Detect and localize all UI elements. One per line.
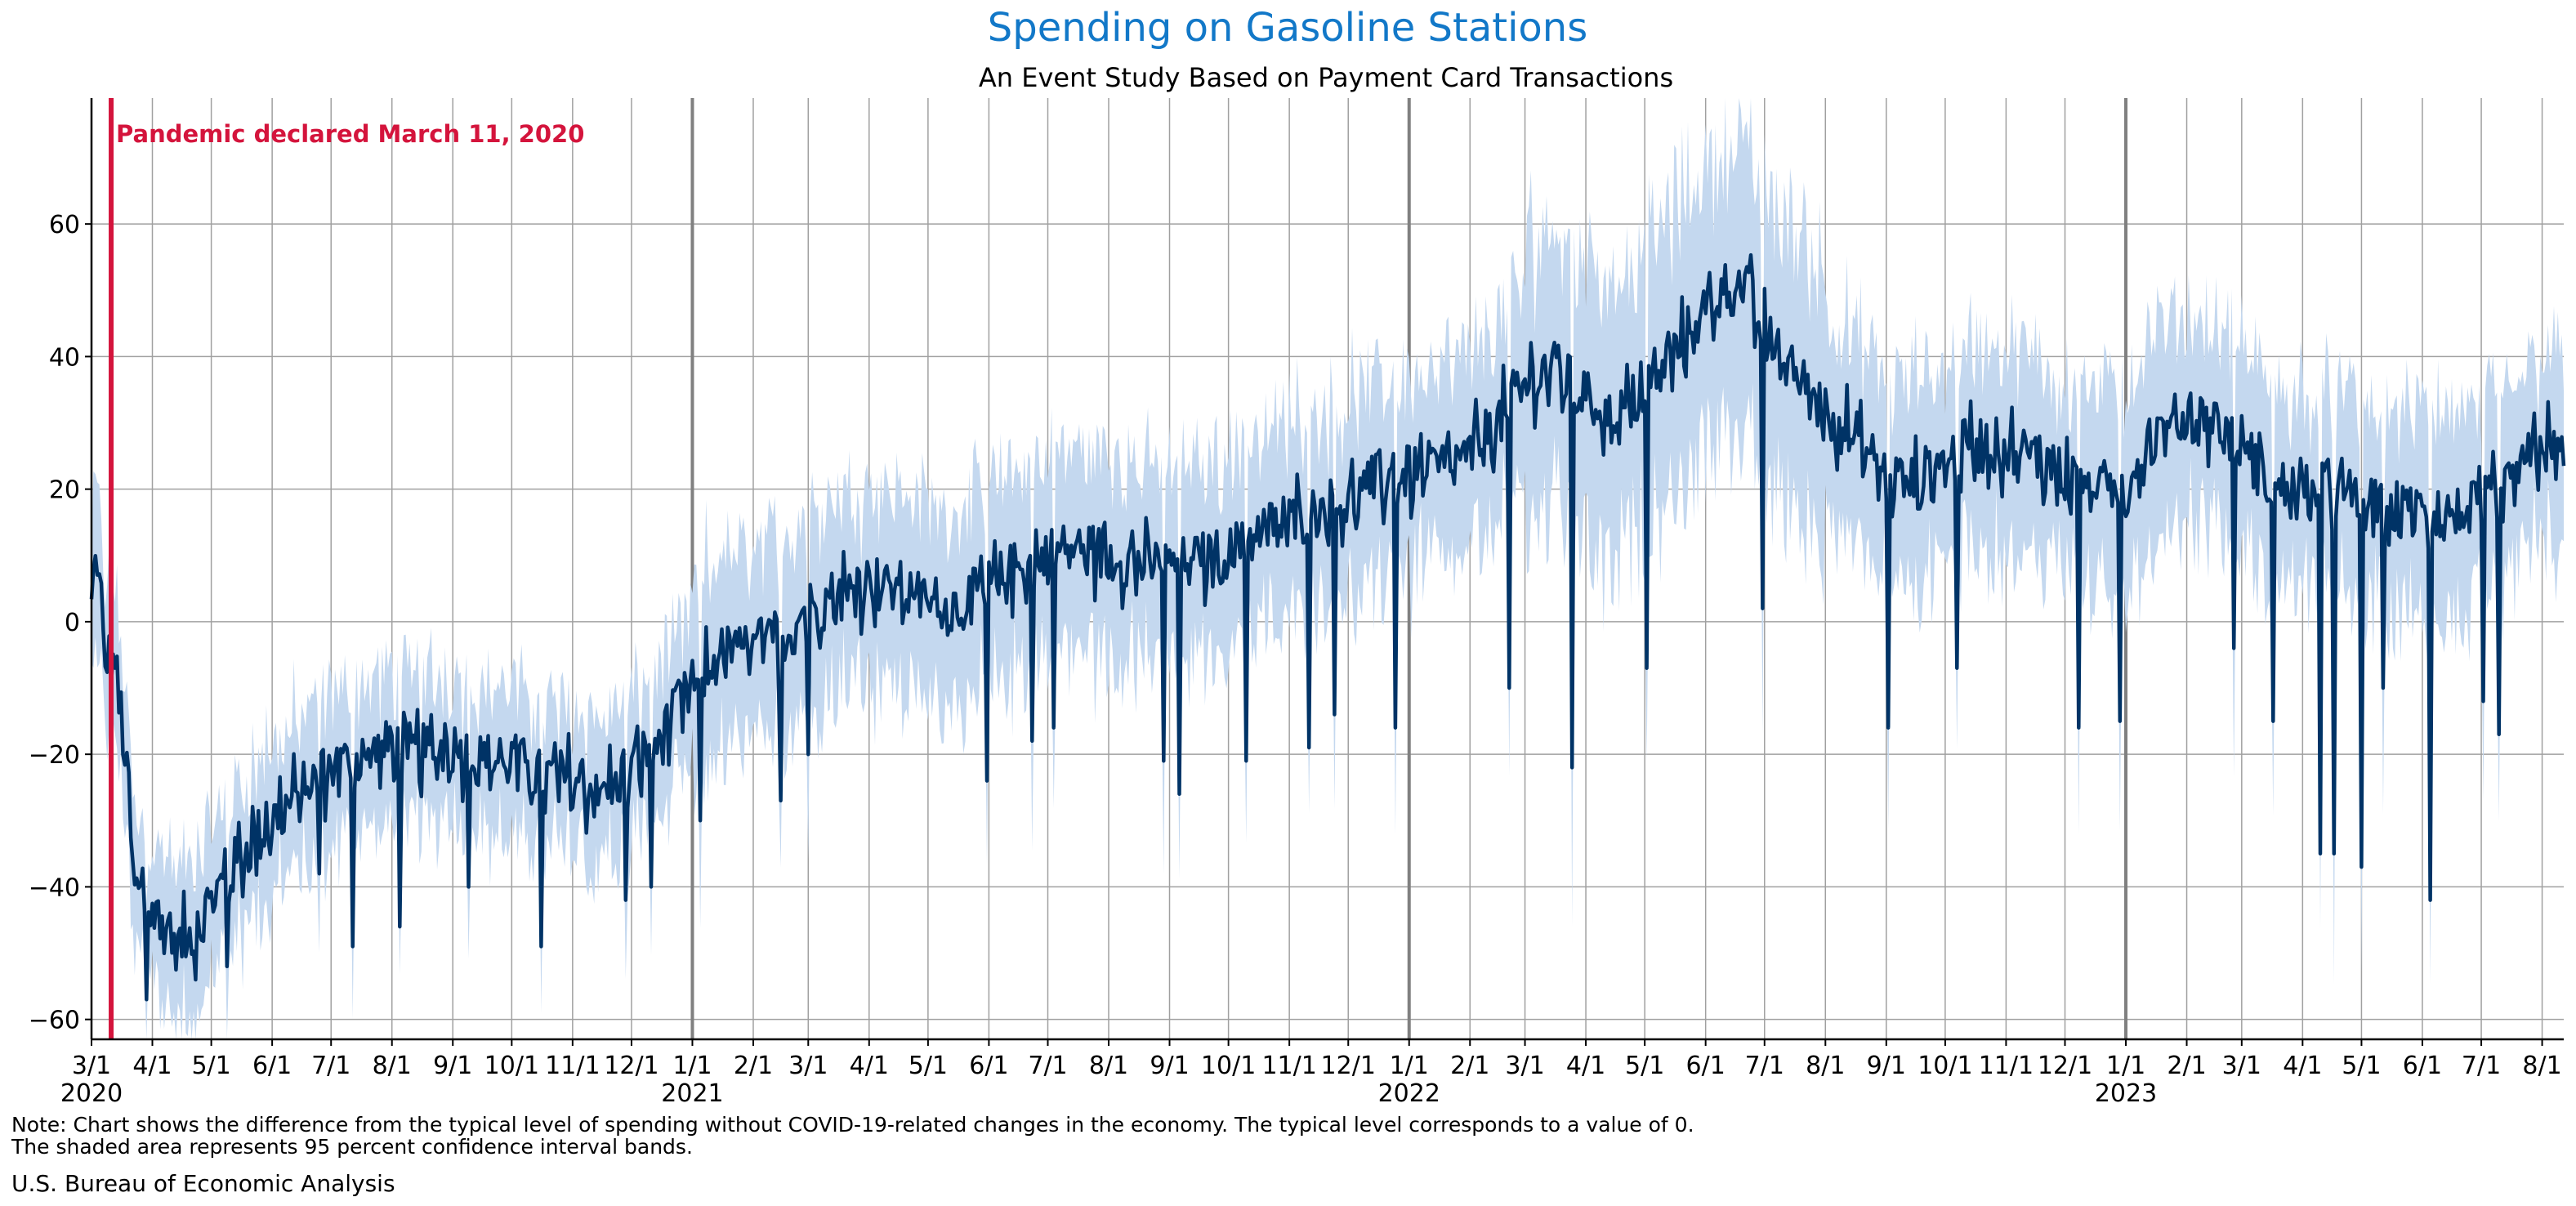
x-tick-label: 1/1 — [2106, 1052, 2145, 1080]
y-tick-label: −20 — [29, 741, 80, 770]
x-tick-label: 3/1 — [788, 1052, 828, 1080]
x-tick-label: 7/1 — [1745, 1052, 1784, 1080]
x-tick-label: 2/1 — [1450, 1052, 1489, 1080]
x-tick-label: 11/1 — [545, 1052, 600, 1080]
x-tick-label: 10/1 — [484, 1052, 539, 1080]
x-tick-label: 12/1 — [604, 1052, 659, 1080]
x-year-label: 2022 — [1378, 1079, 1440, 1108]
confidence-band — [92, 98, 2564, 1039]
y-tick-label: 0 — [65, 609, 80, 637]
y-tick-label: −40 — [29, 873, 80, 902]
x-tick-label: 8/1 — [1806, 1052, 1845, 1080]
x-tick-label: 6/1 — [1686, 1052, 1726, 1080]
x-tick-label: 3/1 — [2222, 1052, 2261, 1080]
y-tick-label: −60 — [29, 1007, 80, 1035]
note-line-2: The shaded area represents 95 percent co… — [11, 1135, 693, 1159]
x-tick-label: 11/1 — [1261, 1052, 1316, 1080]
grid-layer — [91, 98, 2564, 1039]
x-tick-label: 5/1 — [191, 1052, 230, 1080]
tick-label-layer: −60 −40 −20 0 20 40 60 3/1 4/1 5/1 6/1 7/1 8/1 9/1 10/… — [29, 211, 2562, 1108]
x-tick-label: 6/1 — [969, 1052, 1008, 1080]
x-tick-label: 5/1 — [1625, 1052, 1664, 1080]
x-tick-label: 10/1 — [1201, 1052, 1256, 1080]
x-tick-label: 5/1 — [2342, 1052, 2381, 1080]
x-tick-label: 9/1 — [1150, 1052, 1189, 1080]
x-tick-label: 9/1 — [433, 1052, 472, 1080]
chart-subtitle: An Event Study Based on Payment Card Tra… — [979, 62, 1673, 93]
x-tick-label: 2/1 — [734, 1052, 773, 1080]
x-year-label: 2020 — [60, 1079, 123, 1108]
x-tick-label: 10/1 — [1917, 1052, 1972, 1080]
x-tick-label: 12/1 — [1321, 1052, 1376, 1080]
x-tick-label: 4/1 — [2283, 1052, 2322, 1080]
source-label: U.S. Bureau of Economic Analysis — [11, 1170, 395, 1197]
x-tick-label: 4/1 — [850, 1052, 889, 1080]
confidence-band-layer — [92, 98, 2564, 1039]
event-marker-label: Pandemic declared March 11, 2020 — [116, 120, 584, 148]
note-line-1: Note: Chart shows the difference from th… — [11, 1113, 1694, 1137]
x-tick-label: 7/1 — [2462, 1052, 2501, 1080]
x-tick-label: 11/1 — [1979, 1052, 2034, 1080]
x-tick-label: 6/1 — [2403, 1052, 2442, 1080]
x-tick-label: 4/1 — [1566, 1052, 1605, 1080]
x-tick-label: 9/1 — [1867, 1052, 1906, 1080]
x-tick-label: 1/1 — [1390, 1052, 1429, 1080]
y-tick-label: 60 — [49, 211, 80, 239]
series-line-layer — [89, 252, 2566, 1002]
chart-title: Spending on Gasoline Stations — [988, 5, 1587, 51]
x-tick-label: 8/1 — [373, 1052, 412, 1080]
x-tick-label: 12/1 — [2038, 1052, 2092, 1080]
y-tick-label: 20 — [49, 476, 80, 505]
x-tick-label: 6/1 — [252, 1052, 292, 1080]
series-line — [89, 252, 2566, 1002]
x-tick-label: 2/1 — [2167, 1052, 2206, 1080]
x-tick-label: 4/1 — [132, 1052, 172, 1080]
x-tick-label: 3/1 — [1505, 1052, 1544, 1080]
event-marker-layer: Pandemic declared March 11, 2020 — [109, 98, 584, 1039]
x-tick-label: 3/1 — [72, 1052, 111, 1080]
x-tick-label: 7/1 — [311, 1052, 350, 1080]
y-tick-label: 40 — [49, 343, 80, 372]
x-tick-label: 1/1 — [672, 1052, 712, 1080]
x-year-label: 2023 — [2095, 1079, 2157, 1108]
axis-layer — [90, 98, 2564, 1041]
x-tick-label: 8/1 — [1089, 1052, 1128, 1080]
x-year-label: 2021 — [661, 1079, 723, 1108]
x-tick-label: 5/1 — [909, 1052, 948, 1080]
x-tick-label: 7/1 — [1028, 1052, 1067, 1080]
x-tick-label: 8/1 — [2522, 1052, 2561, 1080]
